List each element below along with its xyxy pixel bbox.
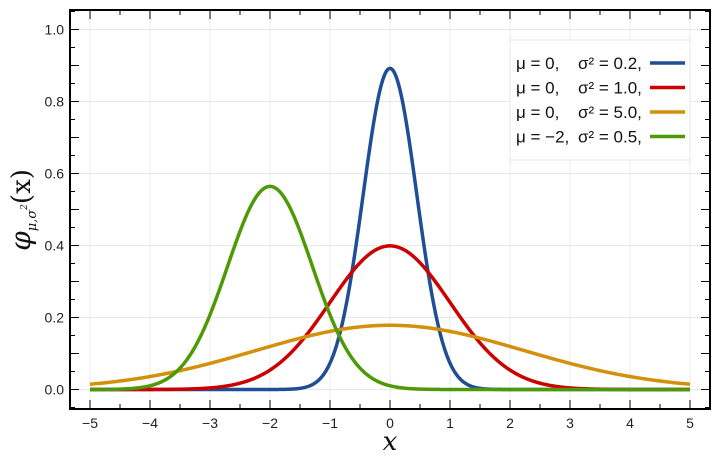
y-axis-title: φμ,σ2(x) [4, 169, 40, 251]
legend-mu-label: μ = −2, [516, 128, 569, 147]
legend-sigma-label: σ² = 1.0, [578, 79, 642, 98]
x-tick-label: 5 [686, 415, 694, 431]
x-tick-label: −5 [82, 415, 98, 431]
svg-text:φμ,σ2(x): φμ,σ2(x) [4, 169, 40, 251]
y-tick-label: 0.8 [45, 94, 65, 110]
x-tick-label: 1 [446, 415, 454, 431]
y-tick-label: 0.0 [45, 382, 65, 398]
legend-sigma-label: σ² = 5.0, [578, 103, 642, 122]
x-tick-label: −1 [322, 415, 338, 431]
y-tick-labels: 0.0 0.2 0.4 0.6 0.8 1.0 [45, 22, 65, 398]
legend-sigma-label: σ² = 0.2, [578, 54, 642, 73]
x-axis-title: x [383, 427, 398, 457]
x-tick-label: −4 [142, 415, 158, 431]
x-tick-label: 2 [506, 415, 514, 431]
y-tick-label: 0.6 [45, 166, 65, 182]
legend-box [509, 39, 691, 161]
series-curve [89, 323, 691, 386]
x-tick-labels: −5 −4 −3 −2 −1 0 1 2 3 4 5 [82, 415, 694, 431]
x-tick-label: −2 [262, 415, 278, 431]
y-title-arg: (x) [7, 169, 37, 204]
x-tick-label: 0 [386, 415, 394, 431]
legend-mu-label: μ = 0, [516, 103, 559, 122]
y-tick-label: 0.2 [45, 310, 65, 326]
y-title-sup: 2 [20, 204, 30, 211]
x-tick-label: −3 [202, 415, 218, 431]
curves [89, 66, 691, 392]
legend-sigma-label: σ² = 0.5, [578, 128, 642, 147]
series-curve [89, 184, 691, 392]
y-title-sub: μ,σ [25, 209, 40, 232]
y-tick-label: 1.0 [45, 22, 65, 38]
plot-frame [69, 9, 711, 410]
x-tick-label: 3 [566, 415, 574, 431]
y-tick-label: 0.4 [45, 238, 65, 254]
legend-mu-label: μ = 0, [516, 79, 559, 98]
legend: μ = 0, σ² = 0.2, μ = 0, σ² = 1.0, μ = 0, σ² =… [509, 39, 691, 161]
legend-mu-label: μ = 0, [516, 54, 559, 73]
y-title-main: φ [4, 231, 37, 251]
x-tick-label: 4 [626, 415, 634, 431]
